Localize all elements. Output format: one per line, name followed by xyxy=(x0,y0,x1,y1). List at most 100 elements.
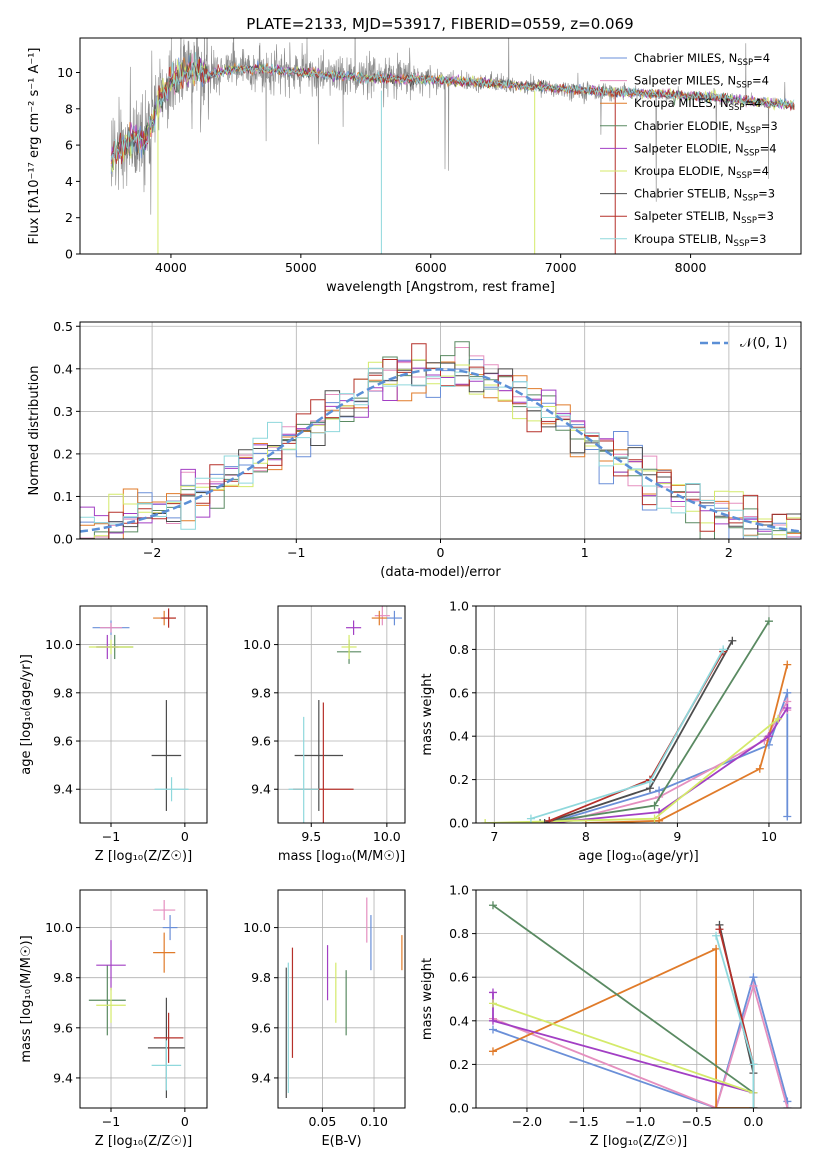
y-tick-label: 0.1 xyxy=(53,489,73,504)
series-marker xyxy=(488,1016,497,1025)
legend-subscript: SSP xyxy=(744,148,760,158)
y-axis-label: mass [log₁₀(M/M☉)] xyxy=(19,935,34,1062)
legend-name: Kroupa STELIB, N xyxy=(634,232,734,246)
x-axis-label: Z [log₁₀(Z/Z☉)] xyxy=(590,1134,687,1149)
series-marker xyxy=(764,617,773,626)
errorbar-point-1 xyxy=(374,606,390,626)
series-marker xyxy=(488,901,497,910)
legend-entry: Kroupa ELODIE, NSSP=4 xyxy=(634,164,769,181)
series-marker xyxy=(712,1104,721,1108)
histogram-series-4 xyxy=(80,360,801,539)
y-tick-label: 0.6 xyxy=(449,685,469,700)
y-tick-label: 6 xyxy=(65,138,73,153)
y-axis-label: age [log₁₀(age/yr)] xyxy=(19,654,34,775)
axes-frame xyxy=(277,605,406,824)
x-tick-label: 10 xyxy=(761,829,777,844)
x-tick-label: 9 xyxy=(673,829,681,844)
x-tick-label: 0 xyxy=(181,829,189,844)
y-tick-label: 9.6 xyxy=(53,734,73,749)
y-tick-label: 9.4 xyxy=(53,1070,73,1085)
series-line xyxy=(485,718,779,823)
axes-frame xyxy=(79,889,208,1109)
x-tick-label: 0.05 xyxy=(308,1114,336,1129)
legend-subscript: SSP xyxy=(734,239,750,249)
normal-reference-curve xyxy=(80,368,801,533)
errorbar-point-5 xyxy=(341,634,357,660)
legend-entry: Salpeter MILES, NSSP=4 xyxy=(634,74,769,91)
errorbar-point-4 xyxy=(346,620,362,635)
legend-subscript: SSP xyxy=(736,171,752,181)
y-tick-label: 9.8 xyxy=(53,970,73,985)
series-marker xyxy=(540,819,549,823)
legend-count: =4 xyxy=(744,96,761,110)
series-line xyxy=(530,648,724,820)
x-axis-label: E(B-V) xyxy=(321,1134,361,1149)
panel-mass_vs_EBV: 0.05 0.10 9.4 9.6 9.8 10.0 E(B-V) xyxy=(243,889,406,1149)
y-tick-label: 0.0 xyxy=(53,532,73,547)
errorbar-point-0 xyxy=(386,610,402,626)
series-marker xyxy=(728,636,737,645)
series-marker xyxy=(774,714,783,723)
legend-count: =3 xyxy=(758,187,775,201)
series-marker xyxy=(488,988,497,997)
legend-count: =3 xyxy=(761,119,778,133)
legend-entry: Chabrier MILES, NSSP=4 xyxy=(634,51,770,68)
mass-weight-series-5 xyxy=(488,999,758,1108)
legend-name: Kroupa MILES, N xyxy=(634,96,729,110)
axes-frame xyxy=(79,605,208,824)
x-tick-label: 9.5 xyxy=(301,829,321,844)
panel-mw_vs_age: 7 8 9 10 0.0 0.2 0.4 0.6 0.8 1.0 age [log₁₀(age/yr… xyxy=(420,599,802,864)
y-tick-label: 9.6 xyxy=(53,1020,73,1035)
legend-name: Chabrier STELIB, N xyxy=(634,187,742,201)
histogram-series-8 xyxy=(80,367,801,539)
series-marker xyxy=(712,944,721,953)
x-tick-label: −1 xyxy=(102,829,120,844)
y-tick-label: 9.8 xyxy=(251,970,271,985)
series-line xyxy=(548,692,789,823)
y-tick-label: 9.4 xyxy=(53,782,73,797)
plot-area xyxy=(88,900,185,1098)
legend-entry: Kroupa MILES, NSSP=4 xyxy=(634,96,761,113)
series-line xyxy=(492,982,789,1108)
legend-name: Salpeter ELODIE, N xyxy=(634,141,744,155)
plot-area xyxy=(288,606,402,823)
axes-frame xyxy=(475,605,802,824)
series-marker xyxy=(749,1060,758,1069)
series-marker xyxy=(783,688,792,697)
x-tick-label: 5000 xyxy=(285,260,317,275)
legend-subscript: SSP xyxy=(736,81,752,91)
errorbar-point-1 xyxy=(153,900,176,921)
series-marker xyxy=(526,814,535,823)
y-tick-label: 10 xyxy=(57,65,73,80)
plot-area xyxy=(481,617,792,823)
legend-count: =4 xyxy=(753,51,770,65)
x-tick-label: −1 xyxy=(287,545,305,560)
x-axis-label: mass [log₁₀(M/M☉)] xyxy=(278,849,405,864)
y-tick-label: 0 xyxy=(65,247,73,262)
series-line xyxy=(492,904,754,1094)
series-marker xyxy=(536,819,545,823)
x-tick-label: 2 xyxy=(725,545,733,560)
series-marker xyxy=(488,1047,497,1056)
series-marker xyxy=(712,931,721,940)
errorbar-point-4 xyxy=(96,940,126,991)
legend-entry: Salpeter ELODIE, NSSP=4 xyxy=(634,141,777,158)
legend: Chabrier MILES, NSSP=4 Salpeter MILES, NS… xyxy=(600,51,778,249)
series-marker xyxy=(749,1104,758,1108)
legend-count: =4 xyxy=(752,74,769,88)
model-spectrum-8 xyxy=(110,52,795,160)
series-marker xyxy=(650,814,659,823)
panel-age_vs_Z: −1 0 9.4 9.6 9.8 10.0 Z [log₁₀(Z/Z☉)] age [log₁… xyxy=(19,605,208,864)
plot-area xyxy=(80,341,801,539)
plot-area xyxy=(285,897,403,1098)
errorbar-point-8 xyxy=(154,777,189,802)
legend-subscript: SSP xyxy=(737,58,753,68)
legend: 𝒩(0, 1) xyxy=(700,336,787,351)
mass-weight-series-8 xyxy=(526,645,728,823)
errorbar-point-0 xyxy=(162,915,178,941)
x-axis-label: (data-model)/error xyxy=(380,565,501,580)
legend-entry: Chabrier ELODIE, NSSP=3 xyxy=(634,119,778,136)
y-tick-label: 0.3 xyxy=(53,404,73,419)
series-marker xyxy=(488,999,497,1008)
y-tick-label: 2 xyxy=(65,210,73,225)
